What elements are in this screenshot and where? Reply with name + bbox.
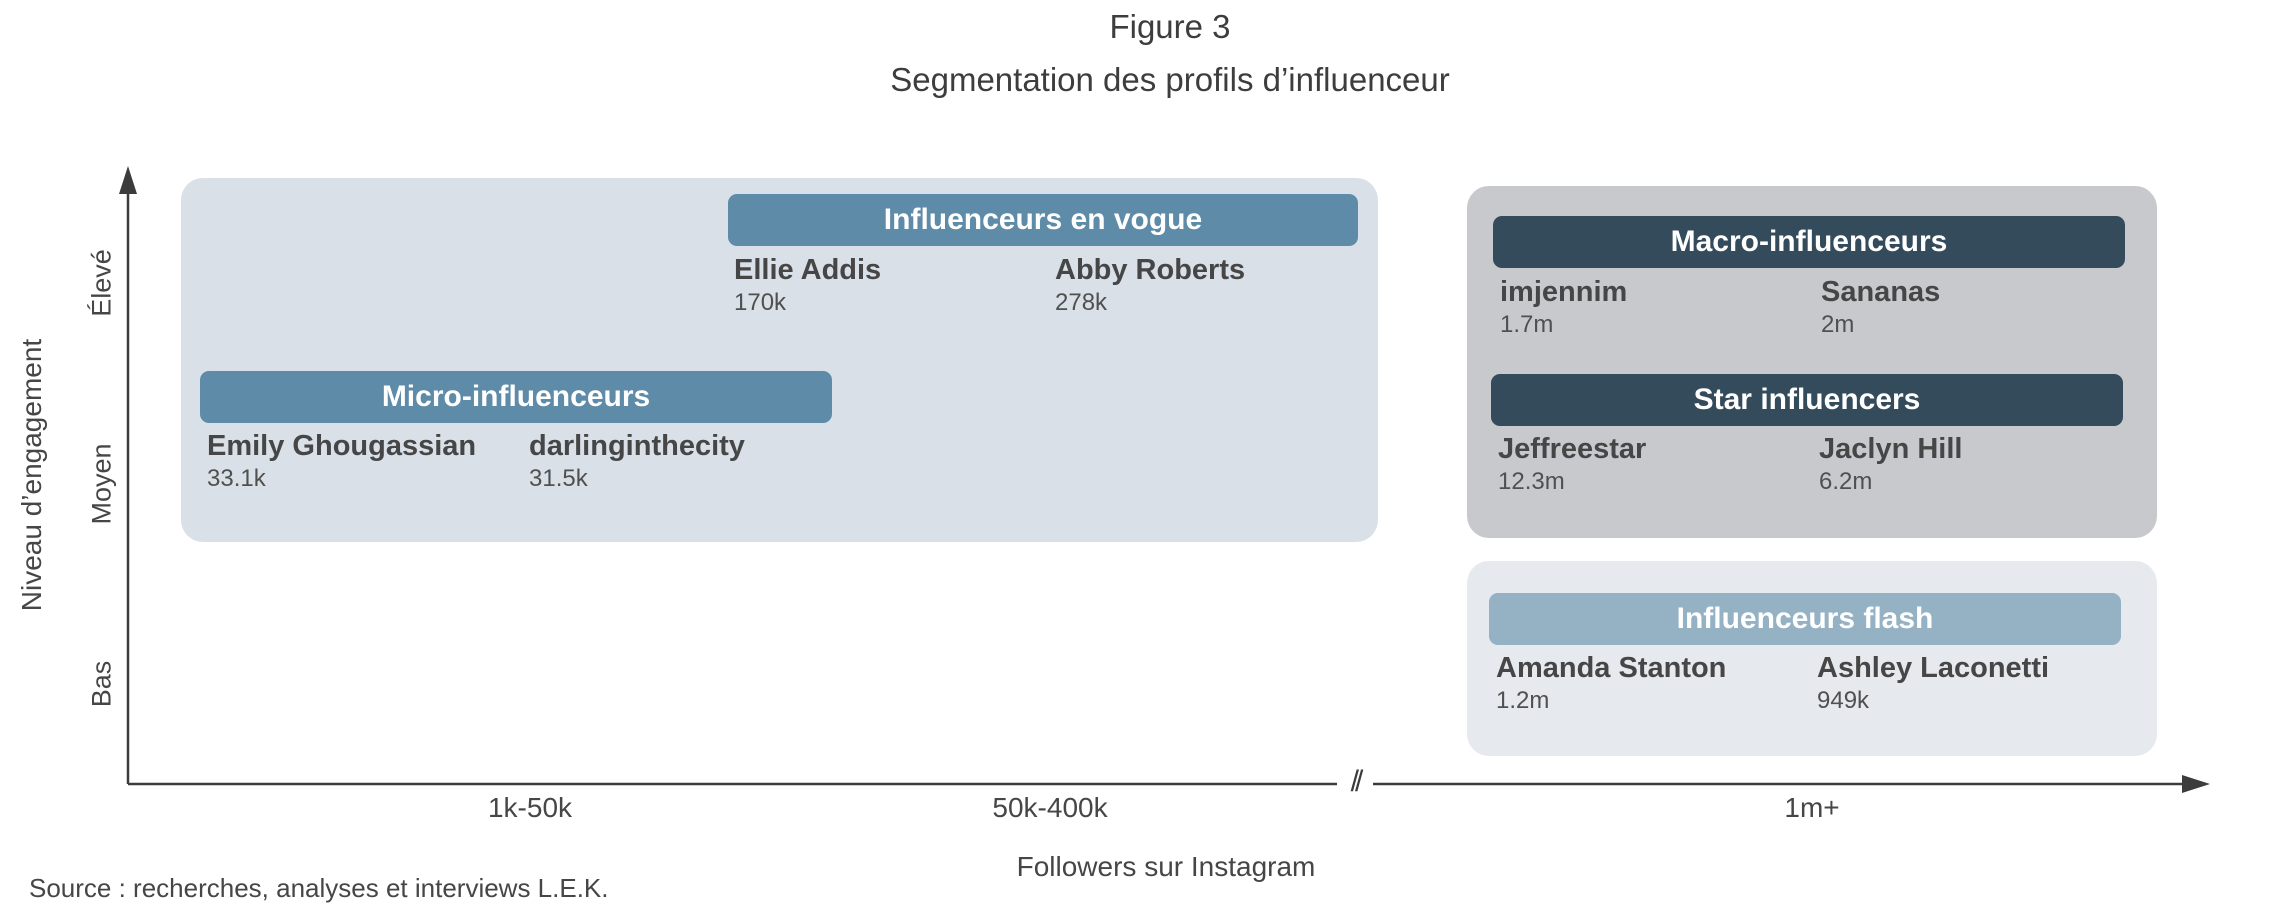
profile-followers: 33.1k <box>207 465 266 492</box>
profile-name: Jaclyn Hill <box>1819 433 1963 465</box>
profile-name: Abby Roberts <box>1055 254 1246 286</box>
profile-name: Ellie Addis <box>734 254 882 286</box>
segment-header-influenceurs-en-vogue: Influenceurs en vogue <box>728 194 1358 246</box>
segment-header-micro-influenceurs: Micro-influenceurs <box>200 371 832 423</box>
figure-number: Figure 3 <box>1109 8 1231 45</box>
x-category-50k-400k: 50k-400k <box>992 792 1108 823</box>
profile-name: imjennim <box>1500 276 1628 308</box>
segment-header-influenceurs-flash: Influenceurs flash <box>1489 593 2121 645</box>
profile-followers: 278k <box>1055 289 1108 316</box>
x-axis-break-marker: // <box>1337 764 1373 800</box>
profile-name: Emily Ghougassian <box>207 430 477 462</box>
x-axis-arrow <box>2182 775 2210 793</box>
x-category-1m-plus: 1m+ <box>1784 792 1840 823</box>
segment-header-macro-influenceurs: Macro-influenceurs <box>1493 216 2125 268</box>
profile-followers: 949k <box>1817 687 1870 714</box>
profile-followers: 6.2m <box>1819 468 1873 495</box>
profile-followers: 170k <box>734 289 787 316</box>
profile-name: Jeffreestar <box>1498 433 1647 465</box>
profile-followers: 1.7m <box>1500 311 1554 338</box>
y-level-high: Élevé <box>86 249 117 317</box>
profile-name: Ashley Laconetti <box>1817 652 2050 684</box>
source-note: Source : recherches, analyses et intervi… <box>29 873 609 903</box>
segment-header-star-influencers: Star influencers <box>1491 374 2123 426</box>
profile-followers: 2m <box>1821 311 1855 338</box>
y-axis-arrow <box>119 166 137 194</box>
figure-subtitle: Segmentation des profils d’influenceur <box>890 61 1450 98</box>
y-level-medium: Moyen <box>86 443 117 525</box>
y-level-low: Bas <box>86 660 117 708</box>
profile-followers: 12.3m <box>1498 468 1565 495</box>
y-axis-title: Niveau d’engagement <box>16 338 47 612</box>
profile-followers: 1.2m <box>1496 687 1550 714</box>
x-category-1k-50k: 1k-50k <box>487 792 573 823</box>
profile-followers: 31.5k <box>529 465 588 492</box>
profile-name: Sananas <box>1821 276 1941 308</box>
profile-name: darlinginthecity <box>529 430 745 462</box>
x-axis-title: Followers sur Instagram <box>1016 851 1316 882</box>
profile-name: Amanda Stanton <box>1496 652 1727 684</box>
